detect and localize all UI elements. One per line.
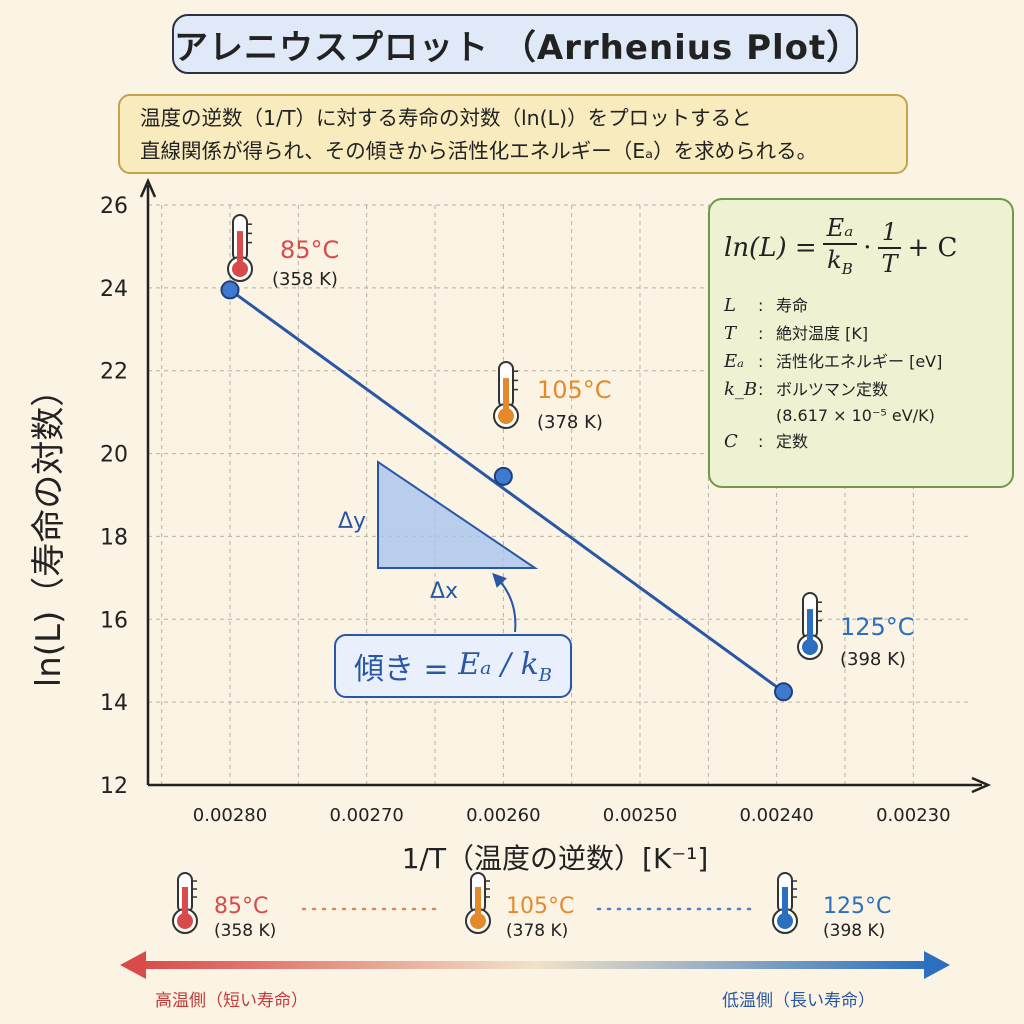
thermometer-bulb bbox=[177, 913, 193, 929]
fraction-denominator: T bbox=[881, 250, 898, 278]
description-line-2: 直線関係が得られ、その傾きから活性化エネルギー（Eₐ）を求められる。 bbox=[140, 139, 818, 163]
thermometer-bulb bbox=[777, 913, 793, 929]
thermometer-icon bbox=[172, 872, 198, 934]
fraction-numerator: 1 bbox=[877, 217, 902, 249]
y-tick-label: 18 bbox=[100, 525, 128, 550]
formula-lhs: ln(L) = bbox=[724, 233, 817, 263]
formula-box: ln(L) = Eₐ kB · 1 T + C L: 寿命 T: 絶対温度 [K] … bbox=[708, 198, 1014, 488]
legend-temp-label: 125°C bbox=[823, 894, 891, 919]
page-title: アレニウスプロット （Arrhenius Plot） bbox=[172, 14, 860, 74]
hot-side-label: 高温側（短い寿命） bbox=[155, 991, 308, 1011]
thermometer-level bbox=[182, 887, 188, 917]
thermometer-bulb bbox=[498, 408, 514, 424]
data-point bbox=[774, 682, 793, 702]
y-tick-label: 14 bbox=[100, 691, 128, 716]
thermometer-bulb bbox=[470, 913, 486, 929]
thermometer-icon bbox=[465, 872, 491, 934]
thermometer-icon bbox=[797, 592, 823, 660]
y-tick-label: 12 bbox=[100, 774, 128, 799]
fraction-denominator: kB bbox=[827, 245, 853, 278]
slope-expr: Eₐ / kB bbox=[458, 646, 552, 686]
thermometer-level bbox=[475, 887, 481, 917]
def-row: Eₐ: 活性化エネルギー [eV] bbox=[724, 351, 943, 372]
x-axis-arrow bbox=[971, 776, 992, 794]
description-line-1: 温度の逆数（1/T）に対する寿命の対数（ln(L)）をプロットすると bbox=[140, 106, 752, 130]
thermometer-icon bbox=[772, 872, 798, 934]
delta-y-label: Δy bbox=[338, 509, 366, 534]
cold-side-label: 低温側（長い寿命） bbox=[722, 991, 875, 1011]
def-row: C: 定数 bbox=[724, 431, 809, 452]
x-tick-label: 0.00230 bbox=[876, 805, 950, 826]
legend-kelvin-label: (358 K) bbox=[214, 921, 276, 941]
x-tick-label: 0.00280 bbox=[193, 805, 267, 826]
legend-kelvin-label: (398 K) bbox=[823, 921, 885, 941]
delta-x-label: Δx bbox=[430, 579, 458, 604]
y-axis-arrow bbox=[139, 177, 157, 198]
y-tick-label: 16 bbox=[100, 608, 128, 633]
cold-arrow-head bbox=[924, 951, 950, 979]
fraction-ea-kb: Eₐ kB bbox=[822, 213, 858, 284]
y-tick-label: 20 bbox=[100, 443, 128, 468]
def-row: k_B: ボルツマン定数 bbox=[724, 379, 889, 400]
x-axis-label: 1/T（温度の逆数）[K⁻¹] bbox=[402, 842, 709, 875]
formula-dot: · bbox=[863, 233, 872, 263]
x-tick-label: 0.00240 bbox=[739, 805, 813, 826]
symbol-definitions: L: 寿命 T: 絶対温度 [K] Eₐ: 活性化エネルギー [eV] k_B: ボルツ… bbox=[724, 292, 998, 456]
y-axis-label: ln(L)（寿命の対数） bbox=[29, 373, 69, 687]
x-tick-label: 0.00270 bbox=[329, 805, 403, 826]
def-row: T: 絶対温度 [K] bbox=[724, 323, 869, 344]
temperature-arrow-bar bbox=[140, 961, 930, 969]
thermometer-level bbox=[782, 887, 788, 917]
data-point bbox=[220, 280, 240, 300]
slope-prefix: 傾き = bbox=[354, 652, 449, 687]
def-row: L: 寿命 bbox=[724, 295, 809, 316]
point-temp-label: 105°C bbox=[537, 376, 612, 404]
slope-triangle bbox=[377, 460, 539, 569]
data-point bbox=[493, 466, 513, 486]
thermometer-level bbox=[807, 609, 813, 643]
point-kelvin-label: (378 K) bbox=[537, 412, 603, 433]
x-tick-label: 0.00250 bbox=[603, 805, 677, 826]
point-kelvin-label: (358 K) bbox=[272, 269, 338, 290]
point-kelvin-label: (398 K) bbox=[840, 649, 906, 670]
fit-line bbox=[229, 288, 785, 693]
y-tick-label: 22 bbox=[100, 360, 128, 385]
y-tick-label: 26 bbox=[100, 194, 128, 219]
thermometer-bulb bbox=[802, 639, 818, 655]
legend-kelvin-label: (378 K) bbox=[506, 921, 568, 941]
thermometer-level bbox=[503, 378, 509, 412]
thermometer-level bbox=[237, 231, 243, 265]
slope-pointer-arrow bbox=[492, 572, 517, 633]
fraction-numerator: Eₐ bbox=[822, 213, 858, 245]
kb-value: (8.617 × 10⁻⁵ eV/K) bbox=[776, 406, 935, 425]
point-temp-label: 125°C bbox=[840, 613, 915, 641]
thermometer-icon bbox=[493, 361, 519, 429]
legend-temp-label: 105°C bbox=[506, 894, 574, 919]
y-tick-label: 24 bbox=[100, 277, 128, 302]
arrhenius-formula: ln(L) = Eₐ kB · 1 T + C bbox=[724, 214, 998, 282]
hot-arrow-head bbox=[120, 951, 146, 979]
fraction-1-t: 1 T bbox=[877, 217, 902, 279]
x-tick-label: 0.00260 bbox=[466, 805, 540, 826]
description-box: 温度の逆数（1/T）に対する寿命の対数（ln(L)）をプロットすると 直線関係が… bbox=[118, 94, 908, 174]
thermometer-icon bbox=[227, 214, 253, 282]
slope-label-box: 傾き = Eₐ / kB bbox=[334, 634, 572, 698]
legend-temp-label: 85°C bbox=[214, 894, 268, 919]
formula-constant: + C bbox=[907, 233, 958, 263]
point-temp-label: 85°C bbox=[280, 236, 339, 264]
thermometer-bulb bbox=[232, 261, 248, 277]
